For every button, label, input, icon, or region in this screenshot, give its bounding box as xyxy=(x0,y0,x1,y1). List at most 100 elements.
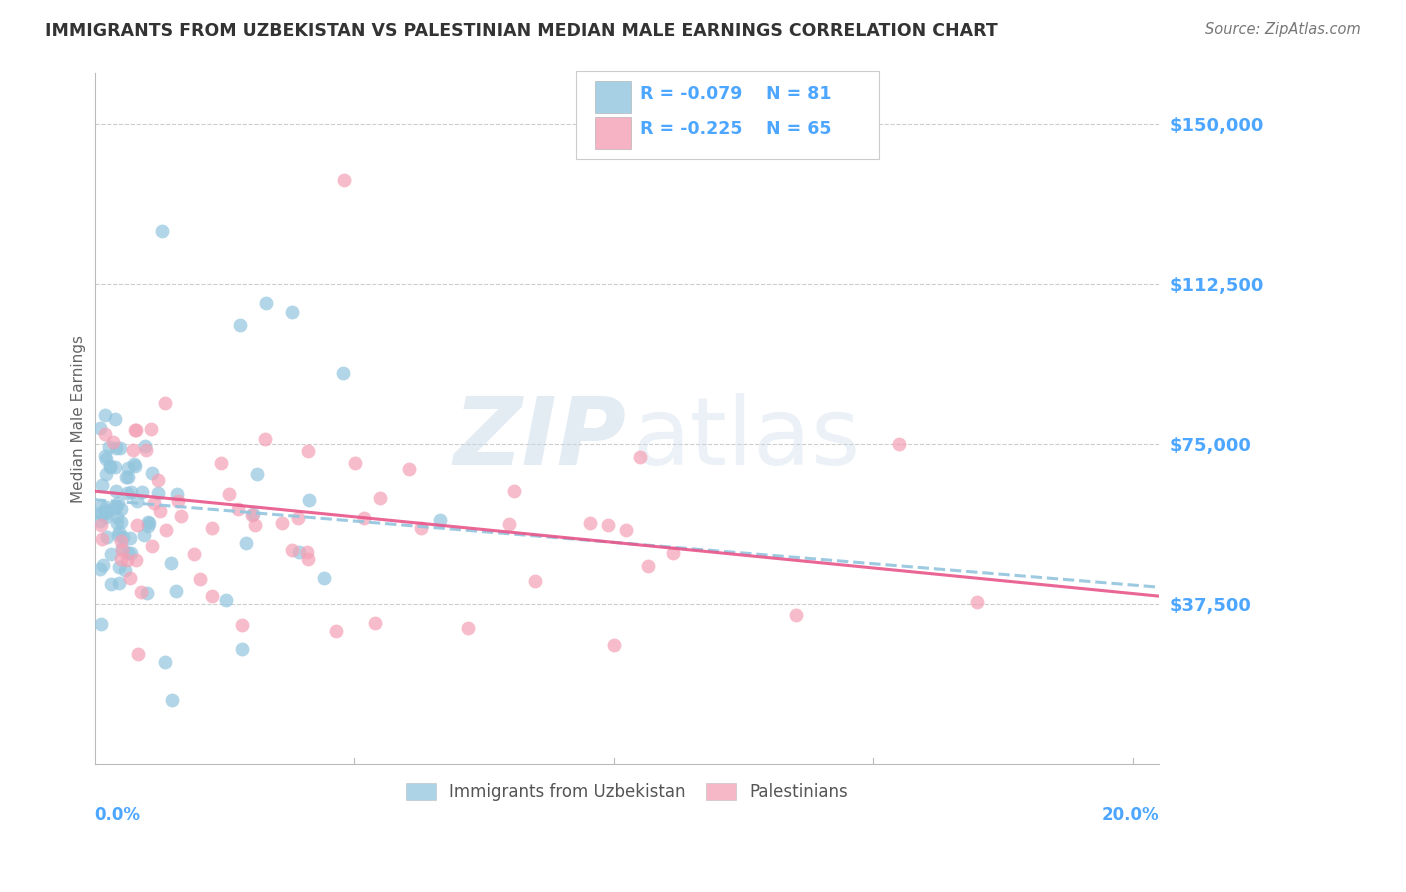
Point xyxy=(188,572,211,586)
Point xyxy=(105,510,128,524)
Point xyxy=(111,541,134,555)
Point xyxy=(114,470,136,484)
Text: atlas: atlas xyxy=(633,393,860,485)
Point xyxy=(124,553,146,567)
Point xyxy=(162,693,184,707)
Point xyxy=(209,456,232,470)
Point xyxy=(131,485,153,500)
Point xyxy=(124,423,146,437)
Point xyxy=(94,449,117,463)
Point xyxy=(111,530,134,544)
Point xyxy=(110,502,132,516)
Point xyxy=(110,552,132,566)
Point xyxy=(229,318,252,332)
Point xyxy=(148,486,170,500)
Point xyxy=(226,501,249,516)
Point xyxy=(111,542,134,557)
Point xyxy=(398,462,420,476)
Point xyxy=(155,396,177,410)
Point xyxy=(141,539,163,553)
Point xyxy=(125,423,148,437)
Point xyxy=(96,509,118,524)
Text: Source: ZipAtlas.com: Source: ZipAtlas.com xyxy=(1205,22,1361,37)
Point xyxy=(117,553,139,567)
Point xyxy=(105,483,128,498)
Point xyxy=(166,487,188,501)
Point xyxy=(280,543,302,558)
Point xyxy=(333,172,356,186)
Point xyxy=(603,638,626,652)
Point xyxy=(89,514,111,528)
Point xyxy=(94,467,117,481)
Text: IMMIGRANTS FROM UZBEKISTAN VS PALESTINIAN MEDIAN MALE EARNINGS CORRELATION CHART: IMMIGRANTS FROM UZBEKISTAN VS PALESTINIA… xyxy=(45,22,998,40)
Point xyxy=(889,437,911,451)
Point xyxy=(287,511,309,525)
Point xyxy=(170,509,193,524)
Point xyxy=(110,533,132,548)
Point xyxy=(108,524,131,539)
Point xyxy=(110,515,132,529)
Point xyxy=(662,546,685,560)
Point xyxy=(637,558,659,573)
Point xyxy=(129,585,152,599)
Point xyxy=(596,518,619,533)
Point xyxy=(108,575,131,590)
Point xyxy=(122,443,145,458)
Point xyxy=(332,366,354,380)
Point xyxy=(117,470,139,484)
Point xyxy=(353,511,375,525)
Point xyxy=(94,451,117,466)
Point xyxy=(104,412,127,426)
Point xyxy=(125,493,148,508)
Point xyxy=(94,409,117,423)
Point xyxy=(312,571,335,585)
Point xyxy=(628,450,651,464)
Point xyxy=(457,621,479,635)
Point xyxy=(578,516,600,530)
Point xyxy=(141,467,163,481)
Text: N = 65: N = 65 xyxy=(766,120,832,138)
Point xyxy=(135,443,157,458)
Point xyxy=(127,647,149,661)
Point xyxy=(100,547,122,561)
Point xyxy=(966,595,988,609)
Point xyxy=(90,507,112,521)
Point xyxy=(89,420,111,434)
Point xyxy=(142,495,165,509)
Point xyxy=(91,558,114,572)
Point xyxy=(218,487,240,501)
Point xyxy=(201,521,224,535)
Point xyxy=(105,500,128,515)
Text: R = -0.225: R = -0.225 xyxy=(640,120,742,138)
Point xyxy=(165,583,187,598)
Point xyxy=(235,536,257,550)
Point xyxy=(100,577,122,591)
Point xyxy=(246,467,269,481)
Point xyxy=(614,523,637,537)
Point xyxy=(368,491,391,505)
Point xyxy=(242,508,264,522)
Point xyxy=(97,441,120,455)
Point xyxy=(104,460,127,475)
Point xyxy=(117,546,139,560)
Point xyxy=(409,521,432,535)
Text: 20.0%: 20.0% xyxy=(1101,805,1159,823)
Point xyxy=(155,655,177,669)
Point xyxy=(155,523,177,537)
Point xyxy=(122,458,145,472)
Point xyxy=(115,485,138,500)
Point xyxy=(281,305,304,319)
Point xyxy=(120,531,142,545)
Text: R = -0.079: R = -0.079 xyxy=(640,85,742,103)
Point xyxy=(243,517,266,532)
Point xyxy=(96,530,118,544)
Point xyxy=(524,574,547,589)
Point xyxy=(146,473,169,487)
Point xyxy=(288,545,311,559)
Point xyxy=(108,441,131,455)
Point xyxy=(98,460,121,475)
Point xyxy=(94,426,117,441)
Point xyxy=(295,544,318,558)
Point xyxy=(785,607,807,622)
Point xyxy=(138,516,160,531)
